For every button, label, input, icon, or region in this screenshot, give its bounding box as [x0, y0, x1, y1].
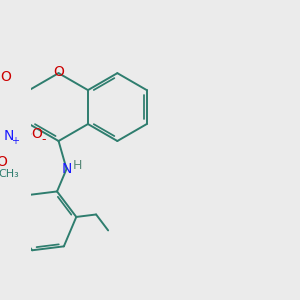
- Text: O: O: [31, 127, 42, 141]
- Text: CH₃: CH₃: [0, 169, 20, 179]
- Text: N: N: [61, 162, 72, 176]
- Text: H: H: [73, 160, 82, 172]
- Text: O: O: [0, 155, 7, 169]
- Text: -: -: [41, 134, 46, 146]
- Text: O: O: [53, 65, 64, 79]
- Text: N: N: [3, 129, 14, 143]
- Text: +: +: [11, 136, 20, 146]
- Text: O: O: [0, 70, 11, 84]
